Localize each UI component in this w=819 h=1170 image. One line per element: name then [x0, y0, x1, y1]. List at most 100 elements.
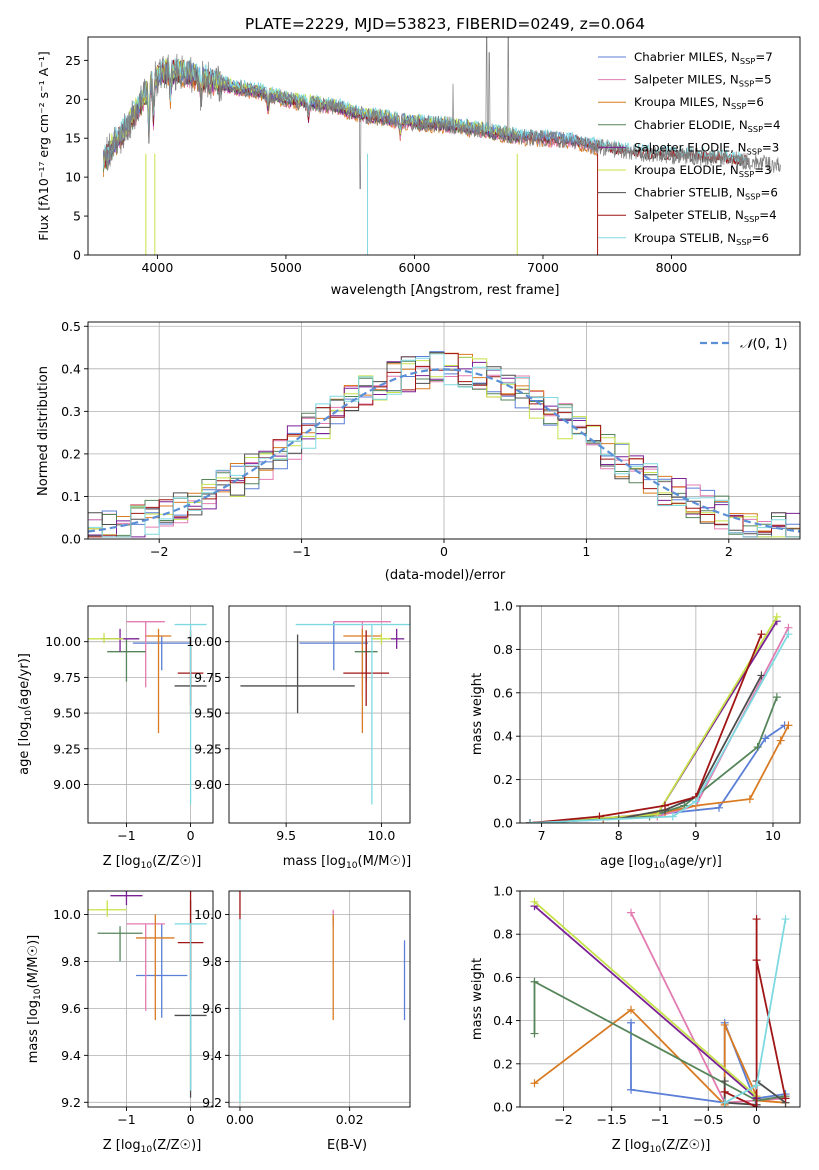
x-tick-label: 2: [725, 544, 733, 559]
legend-label: Salpeter STELIB, NSSP=4: [634, 208, 777, 224]
y-tick-label: 0.2: [493, 1056, 513, 1071]
x-tick-label: 0.00: [226, 1112, 254, 1127]
plot-area: [526, 612, 793, 823]
gaussian-legend-label: 𝒩(0, 1): [740, 337, 787, 352]
data-point-marker: [720, 1020, 729, 1029]
legend-label: Kroupa STELIB, NSSP=6: [634, 231, 769, 247]
y-tick-label: 0.6: [493, 970, 513, 985]
mass-weight-line: [529, 633, 790, 823]
data-point-marker: [781, 915, 790, 924]
figure-title: PLATE=2229, MJD=53823, FIBERID=0249, z=0…: [245, 15, 645, 33]
data-point-marker: [720, 1087, 729, 1096]
massweight-age-x-axis-label: age [log10(age/yr)]: [600, 854, 722, 871]
data-point-marker: [753, 743, 762, 752]
massweight-age-axes: 7 8 9 10 0.0 0.2 0.4 0.6 0.8 1.0: [493, 599, 801, 843]
data-point-marker: [526, 819, 535, 823]
data-point-marker: [530, 1079, 539, 1088]
data-point-marker: [776, 736, 785, 745]
axes-frame: −1 0 9.00 9.25 9.50 9.75 10.00: [45, 605, 214, 843]
data-point-marker: [627, 1018, 636, 1027]
data-point-marker: [530, 977, 539, 986]
data-point-marker: [745, 795, 754, 804]
y-tick-label: 0.1: [61, 489, 81, 504]
y-tick-label: 0.2: [493, 772, 513, 787]
y-tick-label: 0.5: [61, 319, 81, 334]
x-tick-label: 7: [538, 828, 546, 843]
axes-box: [519, 605, 801, 824]
axes-frame: −2 −1.5 −1 −0.5 0 0.0 0.2 0.4 0.6 0.8 1.0: [493, 884, 801, 1127]
y-tick-label: 0: [73, 248, 81, 263]
spectrum-axes: 4000 5000 6000 7000 8000 0 5 10 15 20 25: [65, 36, 801, 275]
y-tick-label: 15: [65, 131, 81, 146]
massweight-Z-x-axis-label: Z [log10(Z/Z☉)]: [612, 1138, 711, 1155]
x-tick-label: 0: [440, 544, 448, 559]
plot-area: [103, 37, 781, 255]
mass-y-axis-label-group: mass [log10(M/M☉)]: [26, 935, 43, 1063]
x-tick-label: 0: [187, 828, 195, 843]
model-spectrum-line: [103, 56, 749, 168]
mass-Z-x-axis-label: Z [log10(Z/Z☉)]: [103, 1138, 202, 1155]
y-tick-label: 0.4: [493, 729, 513, 744]
x-tick-label: −1.5: [597, 1112, 627, 1127]
y-tick-label: 10.00: [186, 634, 222, 649]
y-tick-label: 0.3: [61, 404, 81, 419]
y-tick-label: 0.0: [493, 816, 513, 831]
massweight-age-y-axis-label: mass weight: [470, 673, 485, 755]
data-point-marker: [530, 1029, 539, 1038]
data-point-marker: [627, 908, 636, 917]
data-point-marker: [752, 1081, 761, 1090]
plot-area: [530, 897, 790, 1107]
y-tick-label: 25: [65, 53, 81, 68]
legend-label: Salpeter MILES, NSSP=5: [634, 73, 772, 89]
axes-frame: 0.00 0.02 9.2 9.4 9.6 9.8 10.0: [194, 890, 411, 1127]
data-point-marker: [772, 693, 781, 702]
massweight-Z-y-axis-label-group: mass weight: [470, 958, 485, 1040]
x-tick-label: −0.5: [693, 1112, 723, 1127]
y-tick-label: 1.0: [493, 884, 513, 899]
y-tick-label: 9.6: [61, 1001, 81, 1016]
y-tick-label: 9.00: [53, 777, 81, 792]
x-tick-label: −2: [554, 1112, 572, 1127]
y-tick-label: 9.25: [53, 741, 81, 756]
x-tick-label: 0: [753, 1112, 761, 1127]
data-point-marker: [668, 812, 677, 821]
y-tick-label: 0.4: [61, 361, 81, 376]
y-tick-label: 9.50: [194, 706, 222, 721]
y-tick-label: 9.8: [61, 954, 81, 969]
x-tick-label: 10.0: [367, 828, 395, 843]
axes-box: [228, 890, 411, 1108]
residuals-x-axis-label: (data-model)/error: [385, 568, 506, 583]
gaussian-reference-curve: [88, 368, 800, 533]
plot-area: [239, 891, 406, 1103]
x-tick-label: −1: [117, 1112, 135, 1127]
plot-area: [88, 351, 800, 538]
age-y-axis-label: age [log10(age/yr)]: [17, 653, 34, 775]
data-point-marker: [772, 612, 781, 621]
massweight-Z-axes: −2 −1.5 −1 −0.5 0 0.0 0.2 0.4 0.6 0.8 1.0: [493, 884, 801, 1127]
chart-layer: 4000 5000 6000 7000 80000510152025wavelength…: [17, 36, 801, 1155]
data-point-marker: [784, 630, 793, 639]
legend-label: Kroupa ELODIE, NSSP=3: [634, 163, 772, 179]
y-tick-label: 0.6: [493, 685, 513, 700]
x-tick-label: 8: [615, 828, 623, 843]
data-point-marker: [752, 956, 761, 965]
axes-box: [87, 605, 214, 824]
data-point-marker: [784, 721, 793, 730]
data-point-marker: [720, 1077, 729, 1086]
legend-label: Chabrier STELIB, NSSP=6: [634, 186, 778, 202]
y-tick-label: 9.2: [202, 1095, 222, 1110]
y-tick-label: 9.4: [202, 1048, 222, 1063]
data-point-marker: [752, 915, 761, 924]
residuals-y-axis-label: Normed distribution: [36, 366, 51, 496]
x-tick-label: 0: [187, 1112, 195, 1127]
axes-box: [87, 890, 214, 1108]
age-mass-axes: 9.5 10.0 9.00 9.25 9.50 9.75 10.00: [186, 605, 411, 843]
x-tick-label: 0.02: [336, 1112, 364, 1127]
y-tick-label: 9.75: [53, 670, 81, 685]
x-tick-label: 1: [582, 544, 590, 559]
y-tick-label: 0.2: [61, 446, 81, 461]
data-point-marker: [752, 1103, 761, 1107]
x-tick-label: −1: [292, 544, 310, 559]
mass-y-axis-label: mass [log10(M/M☉)]: [26, 935, 43, 1063]
axes-box: [87, 36, 801, 256]
